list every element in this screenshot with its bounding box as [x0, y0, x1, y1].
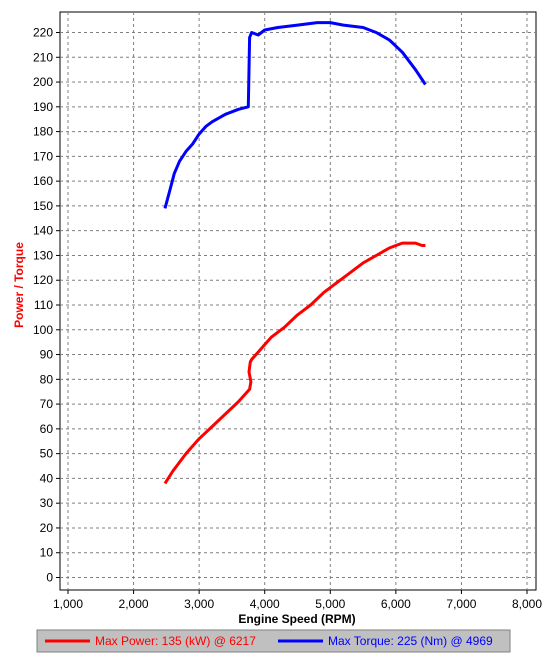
x-tick-label: 7,000: [446, 597, 476, 611]
x-tick-label: 5,000: [315, 597, 345, 611]
y-tick-label: 40: [40, 471, 54, 485]
y-tick-label: 110: [34, 298, 53, 312]
y-tick-label: 90: [40, 348, 54, 362]
series-lines: [163, 21, 427, 485]
power-series-line: [163, 241, 426, 485]
legend-box: [36, 629, 511, 653]
legend-label-torque: Max Torque: 225 (Nm) @ 4969: [328, 634, 493, 648]
y-tick-label: 70: [40, 397, 54, 411]
y-tick-label: 60: [40, 422, 54, 436]
x-axis-title: Engine Speed (RPM): [238, 612, 355, 626]
y-tick-label: 0: [46, 571, 53, 585]
y-tick-label: 160: [33, 174, 53, 188]
x-tick-label: 2,000: [119, 597, 149, 611]
y-tick-label: 80: [40, 372, 54, 386]
y-tick-label: 50: [40, 447, 54, 461]
y-tick-label: 140: [33, 224, 53, 238]
y-tick-label: 180: [33, 125, 53, 139]
x-tick-label: 4,000: [250, 597, 280, 611]
torque-series-line: [163, 21, 427, 209]
y-tick-label: 10: [40, 546, 54, 560]
x-tick-label: 8,000: [512, 597, 542, 611]
y-tick-label: 100: [33, 323, 53, 337]
y-tick-label: 20: [40, 521, 54, 535]
legend-label-power: Max Power: 135 (kW) @ 6217: [95, 634, 256, 648]
x-tick-label: 3,000: [184, 597, 214, 611]
y-tick-label: 130: [33, 248, 53, 262]
x-tick-labels: 1,000 2,000 3,000 4,000 5,000 6,000 7,000 8,000: [53, 597, 542, 611]
y-tick-labels: 0 10 20 30 40 50 60 70 80 90 100 110 120 130 140 150 160…: [33, 26, 53, 585]
x-tick-label: 6,000: [381, 597, 411, 611]
x-tick-label: 1,000: [53, 597, 83, 611]
y-axis-title: Power / Torque: [12, 242, 26, 328]
legend: Max Power: 135 (kW) @ 6217 Max Torque: 2…: [36, 629, 511, 653]
y-tick-label: 120: [33, 273, 53, 287]
y-tick-label: 150: [33, 199, 53, 213]
grid: [60, 12, 536, 590]
tick-marks: [56, 32, 528, 594]
y-tick-label: 220: [33, 26, 53, 40]
y-tick-label: 190: [33, 100, 53, 114]
y-tick-label: 170: [33, 149, 53, 163]
y-tick-label: 200: [33, 75, 53, 89]
y-tick-label: 210: [33, 50, 53, 64]
y-tick-label: 30: [40, 496, 54, 510]
plot-area: [59, 11, 537, 591]
